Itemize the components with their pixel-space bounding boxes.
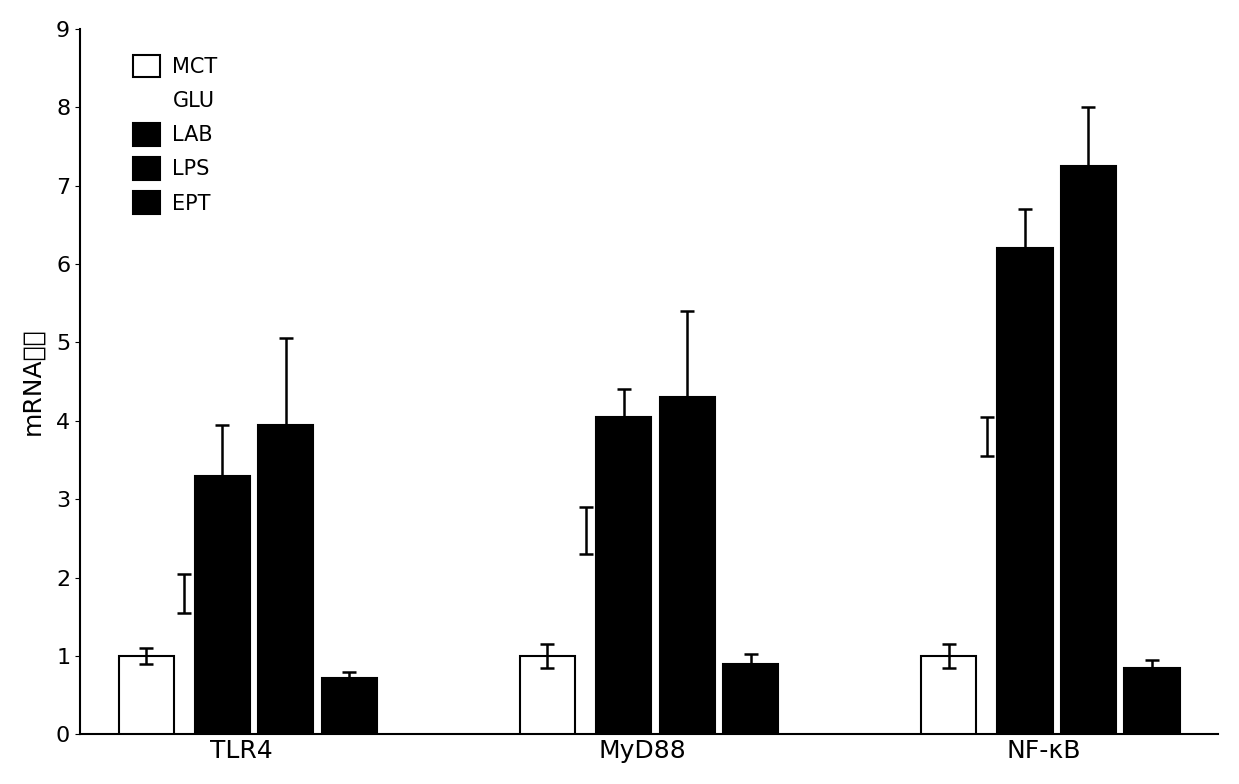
- Bar: [1124, 668, 1180, 735]
- Bar: [659, 397, 715, 735]
- Bar: [922, 656, 976, 735]
- Bar: [724, 664, 778, 735]
- Bar: [322, 678, 377, 735]
- Bar: [520, 656, 575, 735]
- Bar: [195, 476, 250, 735]
- Bar: [1061, 166, 1116, 735]
- Legend: MCT, GLU, LAB, LPS, EPT: MCT, GLU, LAB, LPS, EPT: [124, 46, 225, 223]
- Bar: [596, 417, 652, 735]
- Bar: [258, 425, 313, 735]
- Bar: [997, 249, 1053, 735]
- Bar: [119, 656, 173, 735]
- Y-axis label: mRNA表达: mRNA表达: [21, 328, 45, 435]
